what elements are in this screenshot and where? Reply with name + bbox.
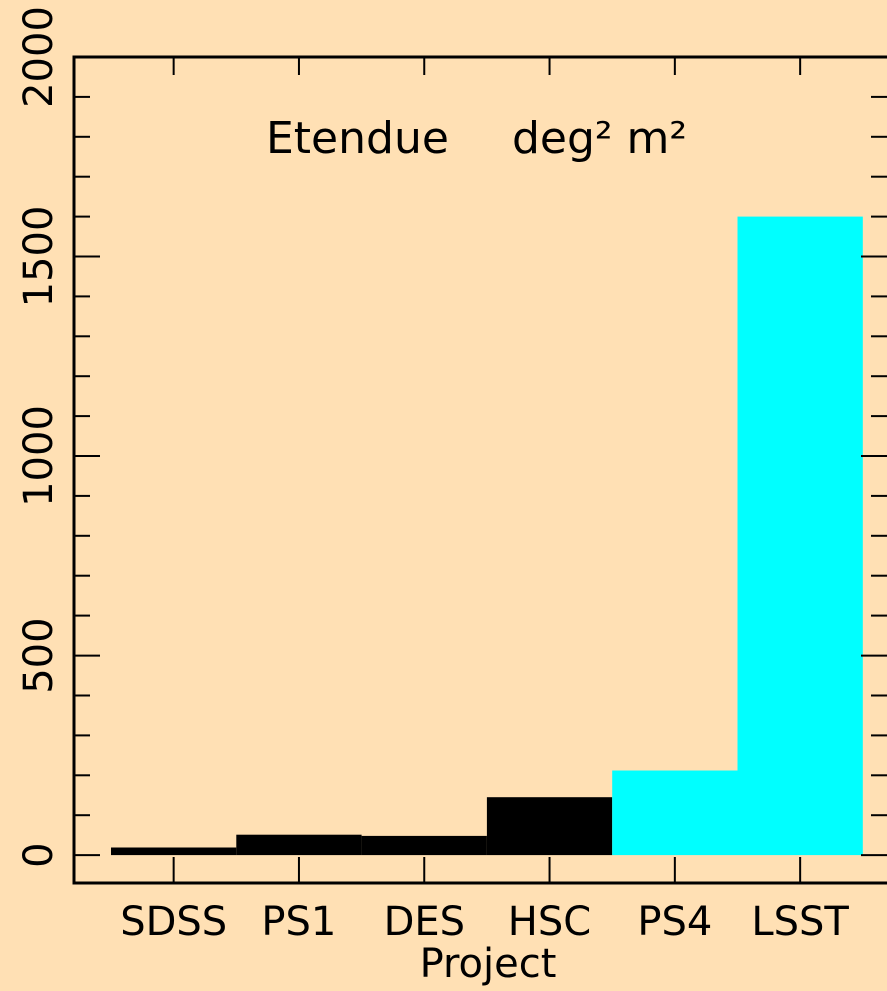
chart-unit-label: deg² m² [512,113,687,164]
labels-layer: SDSS PS1 DES HSC PS4 LSST 0 500 1000 1500 2000 [16,6,849,945]
bar-hsc [486,797,613,856]
bar-ps1 [236,834,362,856]
x-tick-label-des: DES [384,899,465,945]
y-tick-label-2000: 2000 [16,6,62,108]
bar-des [361,835,487,856]
y-tick-label-500: 500 [16,617,62,693]
plot-frame [72,55,887,885]
chart-title: Etendue [266,113,449,164]
x-tick-label-hsc: HSC [508,899,591,945]
x-tick-label-ps1: PS1 [261,899,336,945]
x-tick-label-lsst: LSST [751,899,849,945]
bar-lsst [737,216,863,856]
y-tick-label-1000: 1000 [16,405,62,507]
x-tick-label-ps4: PS4 [637,899,712,945]
bars-layer [111,216,863,856]
y-tick-label-0: 0 [16,842,62,867]
y-tick-label-1500: 1500 [16,206,62,308]
bar-ps4 [612,770,738,856]
x-axis-title: Project [420,941,557,987]
bar-sdss [111,847,237,856]
x-tick-label-sdss: SDSS [120,899,227,945]
ticks-layer [74,56,887,883]
